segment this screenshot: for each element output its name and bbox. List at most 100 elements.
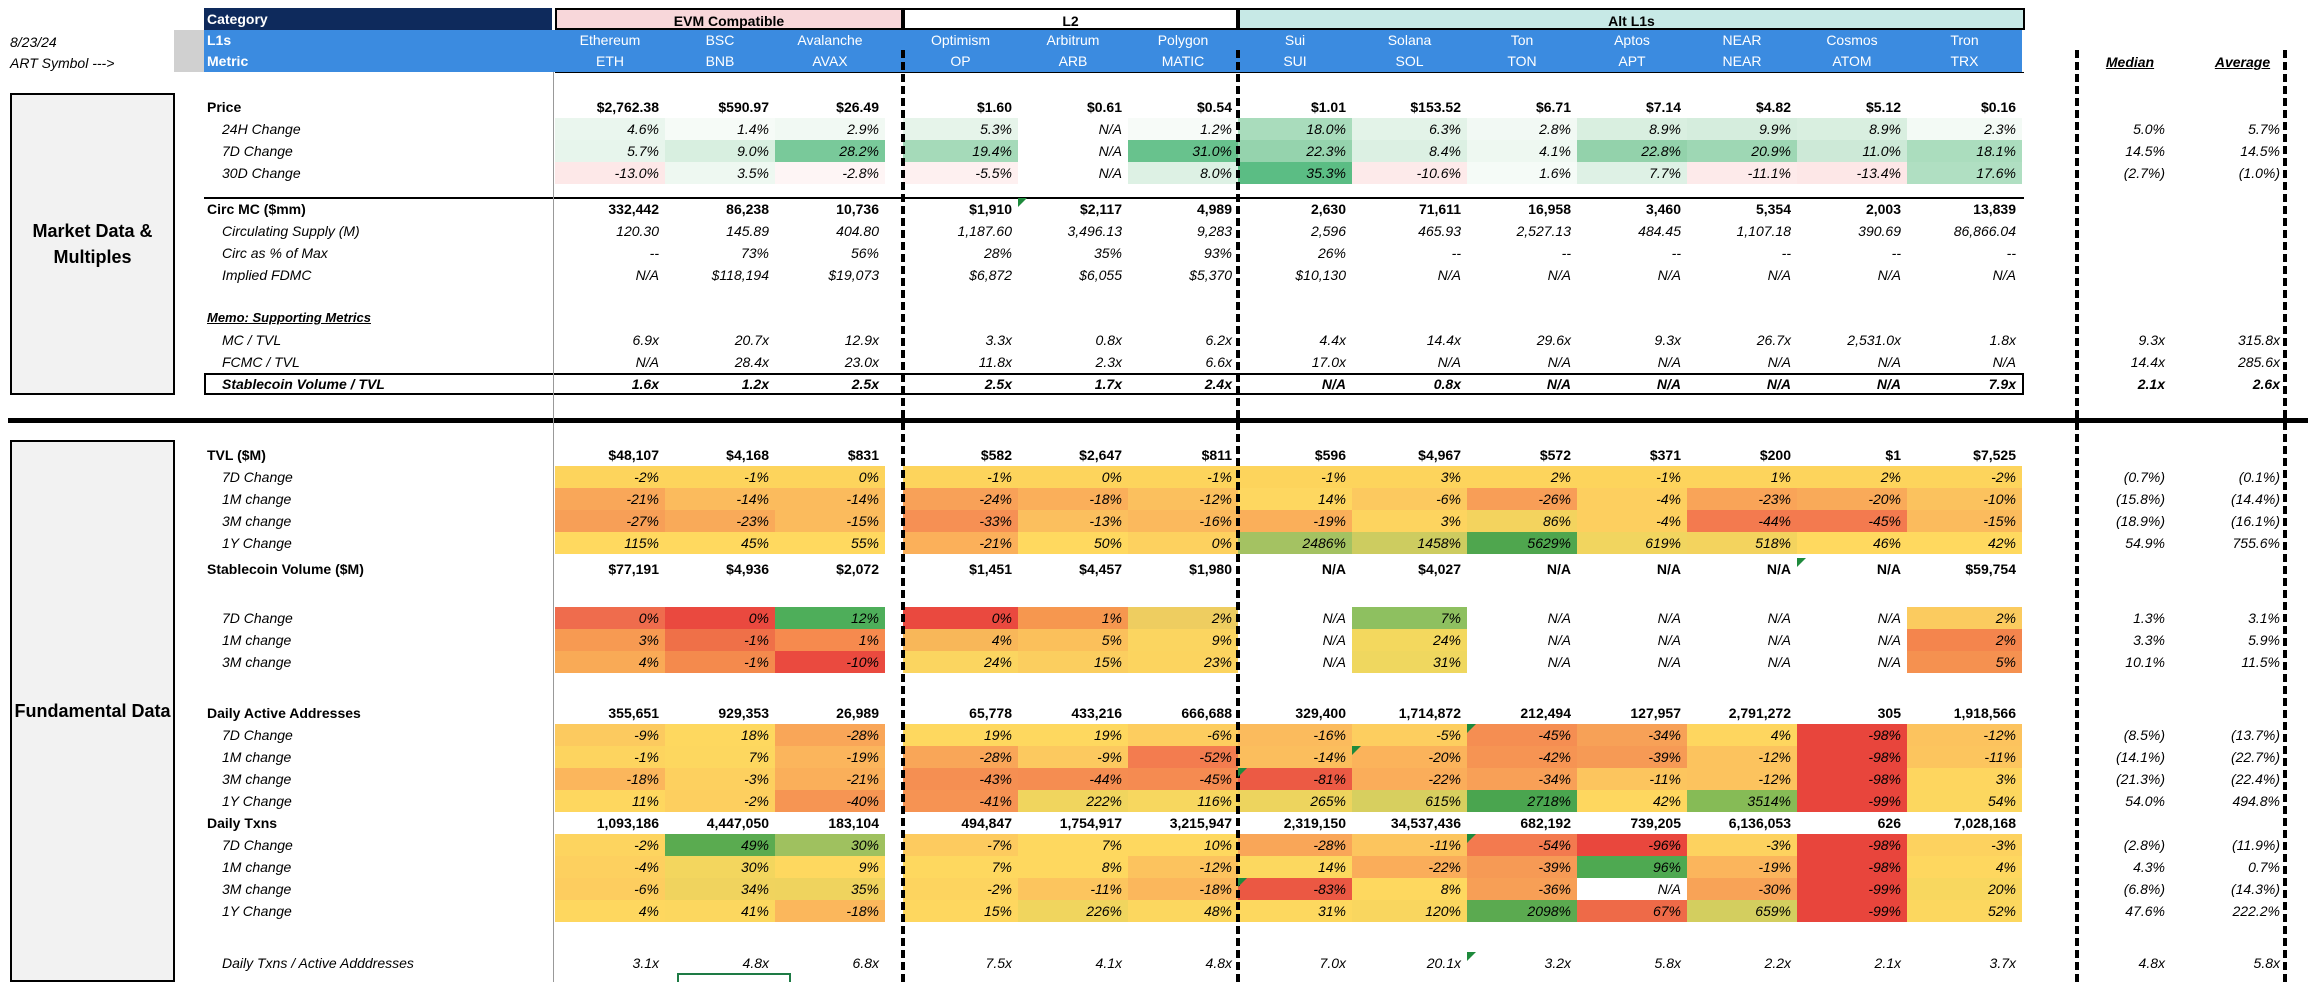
date-label: 8/23/24 xyxy=(10,34,57,50)
average-cell: 0.7% xyxy=(2248,859,2280,875)
header-chain-name: Arbitrum xyxy=(1046,32,1100,48)
data-cell: 9% xyxy=(775,856,885,878)
data-cell: N/A xyxy=(1322,654,1346,670)
data-cell: -11% xyxy=(1018,878,1128,900)
data-cell: $19,073 xyxy=(828,267,879,283)
data-cell: 332,442 xyxy=(608,201,659,217)
data-cell: 14.4x xyxy=(1426,332,1461,348)
data-cell: 3.5% xyxy=(665,162,775,184)
data-cell: -99% xyxy=(1797,790,1907,812)
data-cell: 86,238 xyxy=(726,201,769,217)
row-label: TVL ($M) xyxy=(207,447,266,463)
data-cell: -44% xyxy=(1018,768,1128,790)
data-cell: $1,980 xyxy=(1189,561,1232,577)
data-cell: N/A xyxy=(1547,610,1571,626)
average-cell: 494.8% xyxy=(2232,793,2280,809)
data-cell: -- xyxy=(2006,245,2016,261)
data-cell: -21% xyxy=(555,488,665,510)
data-cell: 50% xyxy=(1018,532,1128,554)
data-cell: 26% xyxy=(1317,245,1346,261)
average-cell: 14.5% xyxy=(2240,143,2280,159)
data-cell: 2.4x xyxy=(1204,376,1232,392)
data-cell: $153.52 xyxy=(1410,99,1461,115)
median-cell: (14.1%) xyxy=(2115,749,2165,765)
data-cell: 8% xyxy=(1018,856,1128,878)
data-cell: -10% xyxy=(1907,488,2022,510)
data-cell: -2% xyxy=(903,878,1018,900)
data-cell: 929,353 xyxy=(718,705,769,721)
average-cell: (0.1%) xyxy=(2238,469,2280,485)
data-cell: 19% xyxy=(1018,724,1128,746)
data-cell: 5.3% xyxy=(903,118,1018,140)
data-cell: -13.4% xyxy=(1797,162,1907,184)
data-cell: -11% xyxy=(1352,834,1467,856)
comment-marker xyxy=(1352,746,1361,755)
data-cell: -54% xyxy=(1467,834,1577,856)
row-label: 3M change xyxy=(222,771,292,787)
data-cell: 8.9% xyxy=(1577,118,1687,140)
data-cell: N/A xyxy=(1437,354,1461,370)
data-cell: -28% xyxy=(903,746,1018,768)
data-cell: $6,055 xyxy=(1079,267,1122,283)
header-category-bar xyxy=(204,8,552,30)
data-cell: -12% xyxy=(1687,746,1797,768)
data-cell: 0% xyxy=(775,466,885,488)
data-cell: 4% xyxy=(1907,856,2022,878)
data-cell: 2.5x xyxy=(984,376,1012,392)
data-cell: -14% xyxy=(1238,746,1352,768)
data-cell: N/A xyxy=(1657,354,1681,370)
data-cell: N/A xyxy=(1876,376,1901,392)
data-cell: 45% xyxy=(665,532,775,554)
data-cell: 46% xyxy=(1797,532,1907,554)
data-cell: 35% xyxy=(1093,245,1122,261)
data-cell: -1% xyxy=(1128,466,1238,488)
data-cell: 3.7x xyxy=(1989,955,2016,971)
data-cell: N/A xyxy=(1547,654,1571,670)
dashed-separator xyxy=(1236,50,1240,982)
data-cell: 1,918,566 xyxy=(1953,705,2016,721)
data-cell: $4,967 xyxy=(1418,447,1461,463)
data-cell: -83% xyxy=(1238,878,1352,900)
dashed-separator xyxy=(2075,50,2079,982)
data-cell: 17.6% xyxy=(1907,162,2022,184)
header-metric-label: Metric xyxy=(207,53,249,69)
data-cell: 23.0x xyxy=(844,354,879,370)
header-chain-symbol: APT xyxy=(1618,53,1646,69)
data-cell: 3.1x xyxy=(632,955,659,971)
data-cell: N/A xyxy=(1767,354,1791,370)
comment-marker xyxy=(1467,724,1476,733)
data-cell: 1% xyxy=(1687,466,1797,488)
data-cell: 18% xyxy=(665,724,775,746)
row-label: Circ MC ($mm) xyxy=(207,201,306,217)
data-cell: -9% xyxy=(555,724,665,746)
row-label: 7D Change xyxy=(222,837,293,853)
data-cell: 626 xyxy=(1877,815,1901,831)
data-cell: $4.82 xyxy=(1755,99,1791,115)
row-label: 1Y Change xyxy=(222,793,292,809)
median-cell: 14.5% xyxy=(2125,143,2165,159)
data-cell: N/A xyxy=(1322,610,1346,626)
data-cell: -43% xyxy=(903,768,1018,790)
data-cell: 115% xyxy=(555,532,665,554)
data-cell: N/A xyxy=(1577,878,1687,900)
data-cell: -- xyxy=(1451,245,1461,261)
median-cell: 4.3% xyxy=(2133,859,2165,875)
data-cell: 55% xyxy=(775,532,885,554)
data-cell: 329,400 xyxy=(1295,705,1346,721)
data-cell: -98% xyxy=(1797,834,1907,856)
median-cell: 9.3x xyxy=(2138,332,2165,348)
data-cell: 1458% xyxy=(1352,532,1467,554)
data-cell: -15% xyxy=(1907,510,2022,532)
data-cell: N/A xyxy=(1546,376,1571,392)
data-cell: -39% xyxy=(1577,746,1687,768)
header-chain-symbol: OP xyxy=(950,53,971,69)
data-cell: 5.7% xyxy=(555,140,665,162)
row-label: Price xyxy=(207,99,242,115)
data-cell: 619% xyxy=(1577,532,1687,554)
row-label: FCMC / TVL xyxy=(222,354,300,370)
data-cell: $811 xyxy=(1201,447,1232,463)
comment-marker xyxy=(1467,834,1476,843)
data-cell: 145.89 xyxy=(726,223,769,239)
data-cell: 7% xyxy=(665,746,775,768)
